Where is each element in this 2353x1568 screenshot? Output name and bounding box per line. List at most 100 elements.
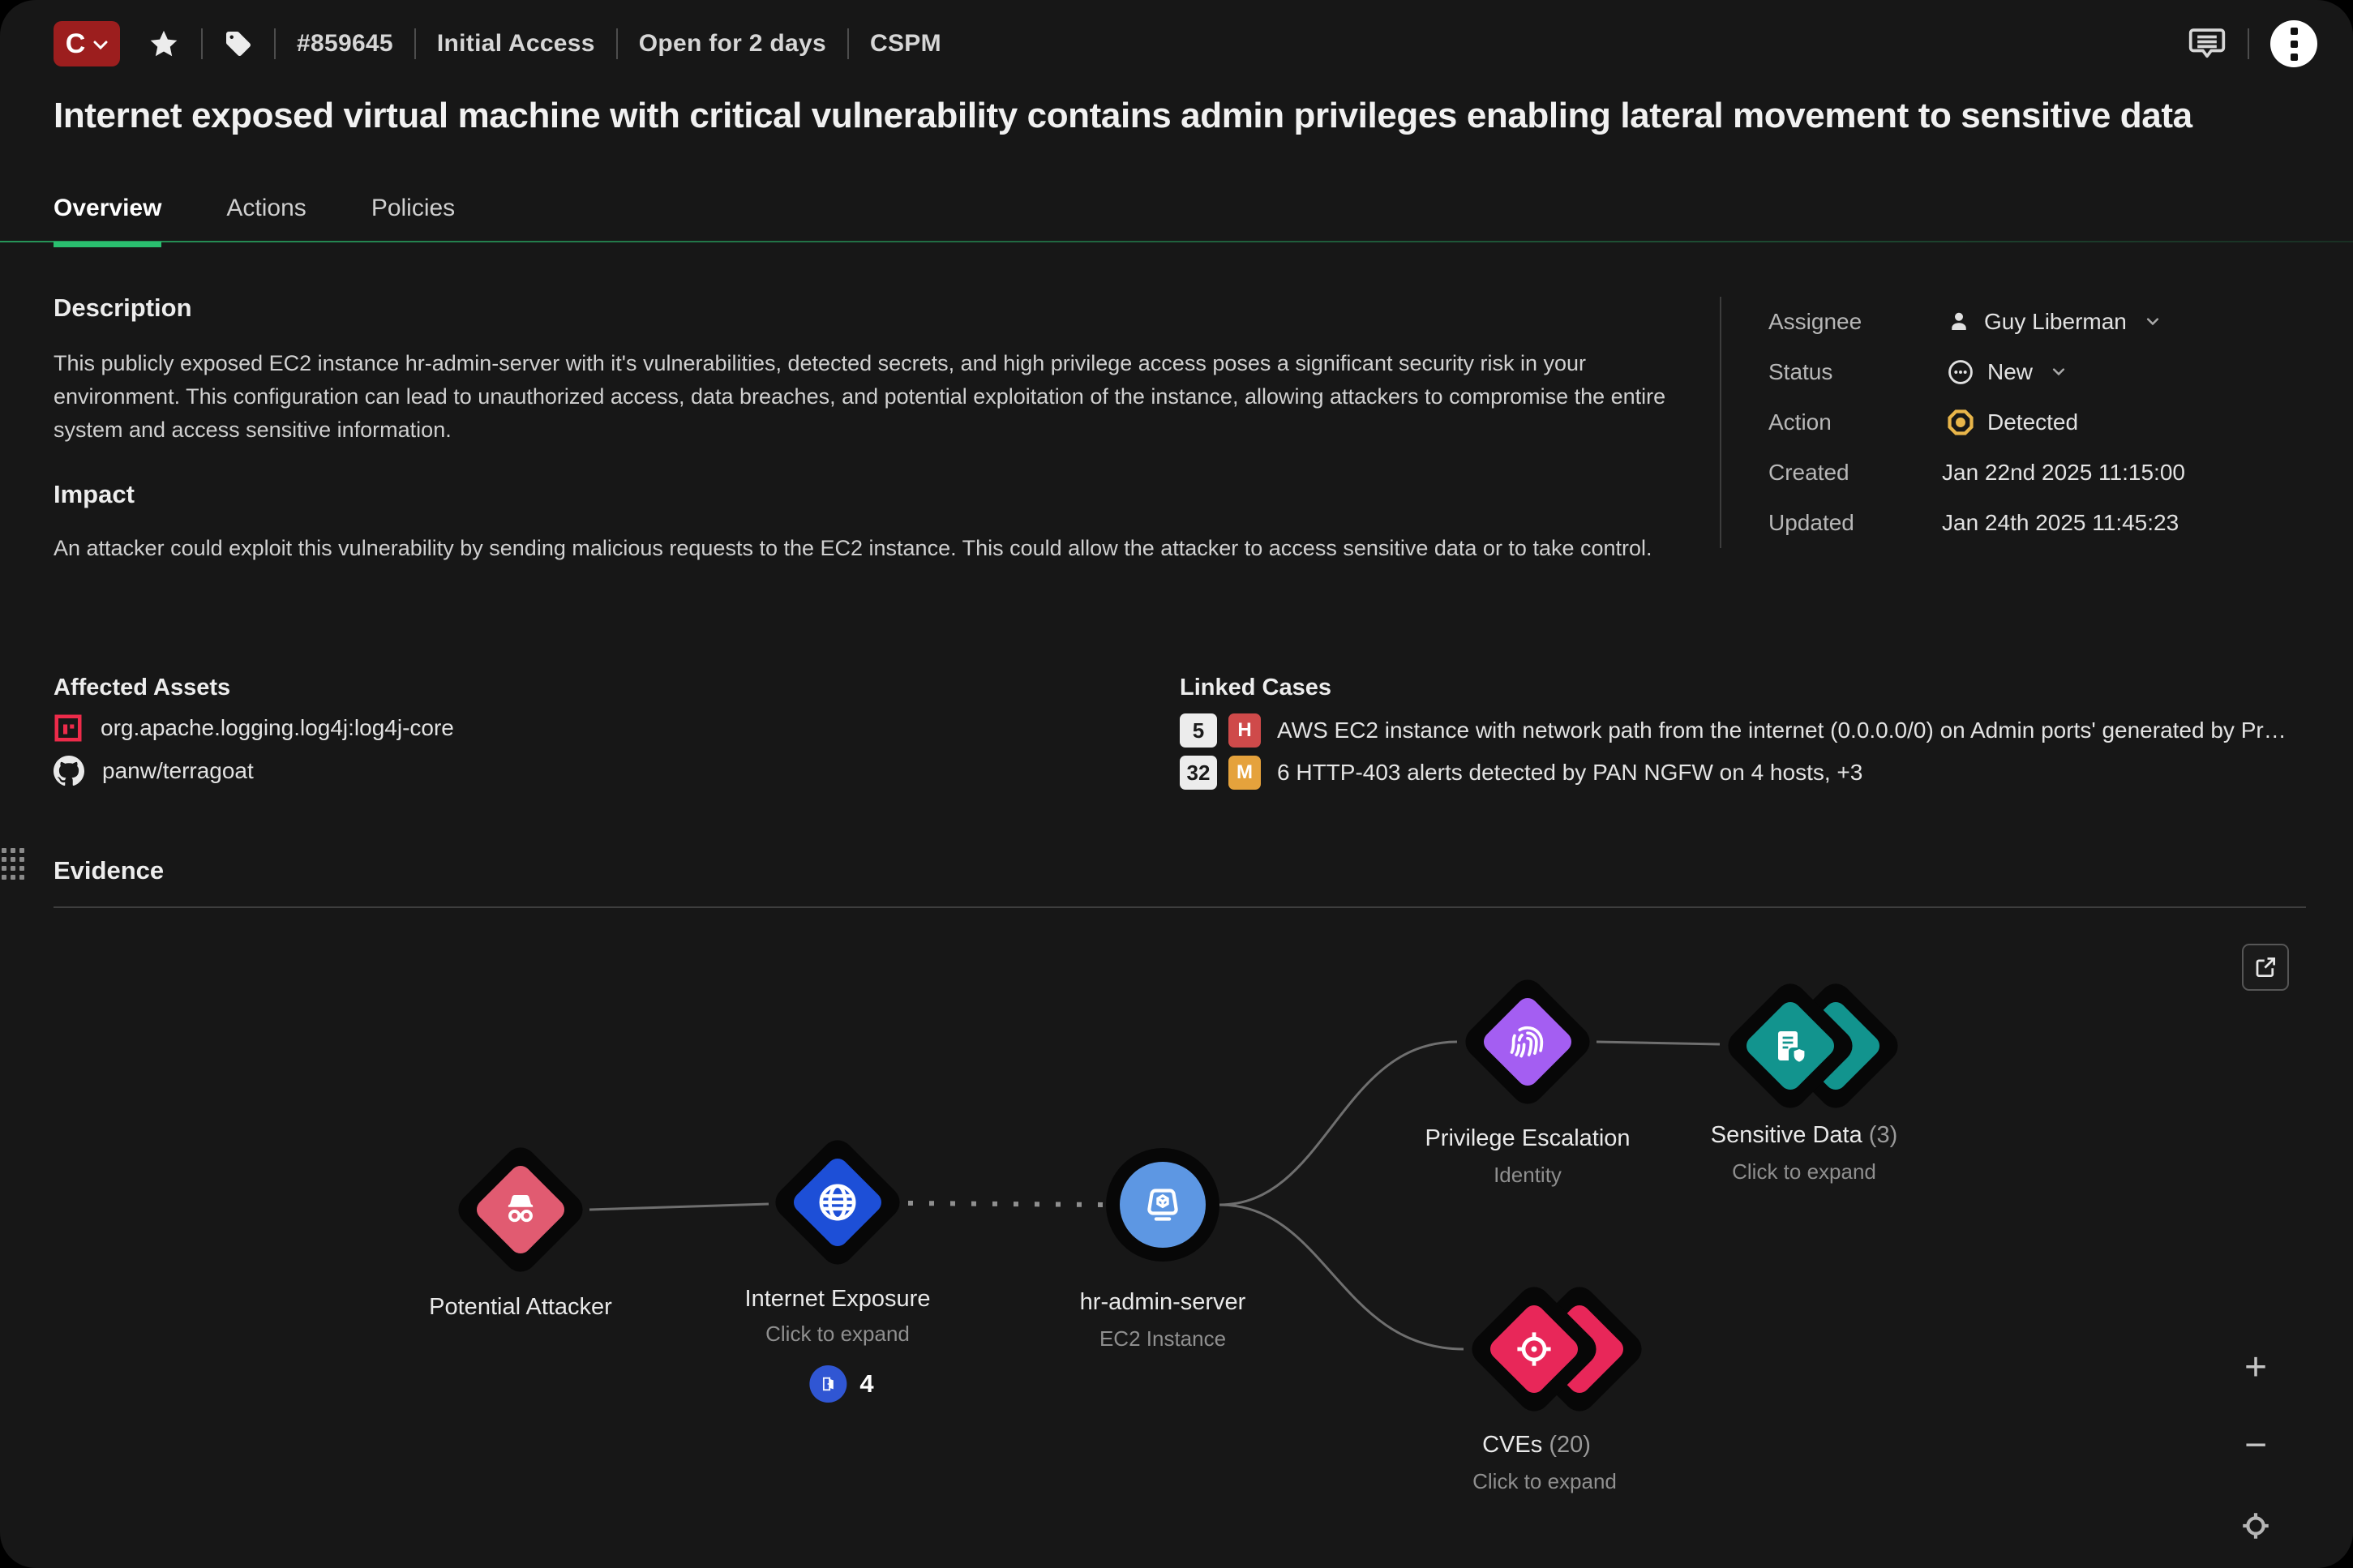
topbar: C #859645 Initial Access Open for 2 days… (54, 18, 941, 70)
topbar-divider (2248, 28, 2249, 59)
chevron-down-icon (2146, 318, 2158, 326)
expand-graph-button[interactable] (2242, 944, 2289, 991)
case-id: #859645 (297, 30, 393, 57)
asset-name: org.apache.logging.log4j:log4j-core (101, 715, 454, 740)
chevron-down-icon (2052, 368, 2065, 376)
action-value-wrap: Detected (1947, 409, 2078, 436)
recenter-button[interactable] (2235, 1505, 2277, 1547)
node-label-sensitive-data: Sensitive Data (3) (1710, 1122, 1898, 1148)
linked-case-row[interactable]: 5 H AWS EC2 instance with network path f… (1180, 713, 2287, 748)
action-value: Detected (1987, 409, 2079, 435)
crosshair-icon (1517, 1332, 1551, 1366)
topbar-divider (615, 28, 618, 59)
case-details-panel: Assignee Guy Liberman Status New Action … (1720, 297, 2320, 548)
node-label-potential-attacker: Potential Attacker (429, 1294, 612, 1320)
updated-label: Updated (1768, 510, 1854, 535)
github-icon (54, 756, 84, 786)
node-sensitive-data[interactable] (1721, 977, 1859, 1115)
node-potential-attacker[interactable] (452, 1141, 589, 1279)
tab-overview[interactable]: Overview (54, 195, 162, 247)
sensitive-data-icon (1778, 1031, 1805, 1062)
severity-high-badge: H (1228, 713, 1261, 748)
asset-row-log4j[interactable]: org.apache.logging.log4j:log4j-core (54, 713, 454, 743)
star-icon[interactable] (148, 28, 180, 59)
page-title: Internet exposed virtual machine with cr… (54, 96, 2192, 135)
linked-cases-heading: Linked Cases (1180, 675, 1331, 700)
node-hr-admin-server[interactable] (1106, 1148, 1219, 1262)
asset-name: panw/terragoat (102, 758, 254, 783)
status-select[interactable]: New (1947, 358, 2065, 386)
node-cves[interactable] (1465, 1280, 1603, 1418)
case-open-duration: Open for 2 days (638, 30, 826, 57)
detected-icon (1948, 409, 1974, 435)
status-label: Status (1768, 359, 1833, 384)
node-sub-hr-admin-server: EC2 Instance (1099, 1326, 1227, 1351)
tab-policies[interactable]: Policies (371, 195, 456, 221)
case-alert-count: 32 (1180, 756, 1217, 790)
topbar-right (2188, 18, 2317, 70)
linked-case-title: AWS EC2 instance with network path from … (1277, 718, 2287, 743)
assignee-select[interactable]: Guy Liberman (1947, 309, 2159, 335)
assignee-value: Guy Liberman (1984, 309, 2127, 334)
node-sub-sensitive-data[interactable]: Click to expand (1732, 1159, 1876, 1184)
severity-letter: C (65, 28, 86, 59)
globe-icon (819, 1184, 856, 1221)
internet-exposure-badge[interactable]: 4 (809, 1365, 874, 1403)
ec2-instance-icon (1147, 1189, 1178, 1221)
node-sub-internet-exposure[interactable]: Click to expand (765, 1322, 910, 1346)
action-label: Action (1768, 409, 1832, 435)
locate-icon (2243, 1513, 2269, 1539)
chevron-down-icon (93, 41, 108, 50)
node-sub-privilege-escalation: Identity (1494, 1163, 1562, 1187)
status-value: New (1987, 359, 2034, 384)
tab-underline (0, 241, 2353, 242)
updated-value: Jan 24th 2025 11:45:23 (1942, 510, 2179, 535)
assignee-label: Assignee (1768, 309, 1862, 334)
tab-actions[interactable]: Actions (226, 195, 306, 221)
comment-icon[interactable] (2188, 26, 2227, 62)
door-icon (809, 1365, 847, 1403)
more-options-button[interactable] (2270, 20, 2317, 67)
node-internet-exposure[interactable] (769, 1133, 906, 1271)
case-source: CSPM (870, 30, 941, 57)
package-icon (54, 714, 82, 742)
evidence-heading: Evidence (54, 856, 165, 885)
severity-badge[interactable]: C (54, 21, 120, 66)
open-external-icon (2256, 958, 2275, 977)
created-value: Jan 22nd 2025 11:15:00 (1942, 460, 2185, 485)
linked-case-title: 6 HTTP-403 alerts detected by PAN NGFW o… (1277, 760, 1863, 785)
user-icon (1952, 312, 1966, 330)
asset-row-terragoat[interactable]: panw/terragoat (54, 756, 254, 786)
linked-case-row[interactable]: 32 M 6 HTTP-403 alerts detected by PAN N… (1180, 756, 1862, 790)
fingerprint-icon (1510, 1026, 1544, 1058)
topbar-divider (274, 28, 276, 59)
internet-exposure-count: 4 (859, 1369, 874, 1398)
impact-body: An attacker could exploit this vulnerabi… (54, 536, 1652, 560)
severity-medium-badge: M (1228, 756, 1261, 790)
affected-assets-heading: Affected Assets (54, 675, 231, 700)
node-label-cves: CVEs (20) (1482, 1432, 1591, 1458)
node-label-hr-admin-server: hr-admin-server (1079, 1289, 1246, 1315)
case-category: Initial Access (436, 30, 595, 57)
description-heading: Description (54, 293, 192, 322)
topbar-divider (414, 28, 416, 59)
node-sub-cves[interactable]: Click to expand (1472, 1469, 1617, 1493)
topbar-divider (201, 28, 203, 59)
tag-icon[interactable] (224, 29, 253, 58)
impact-heading: Impact (54, 480, 135, 508)
node-label-internet-exposure: Internet Exposure (744, 1286, 931, 1312)
evidence-divider (54, 906, 2306, 908)
drag-handle[interactable] (2, 848, 24, 880)
created-label: Created (1768, 460, 1849, 485)
tab-bar: Overview Actions Policies (54, 195, 455, 247)
status-new-icon (1948, 360, 1973, 384)
incognito-icon (508, 1195, 534, 1223)
zoom-out-button[interactable]: − (2244, 1423, 2268, 1467)
topbar-divider (847, 28, 849, 59)
zoom-in-button[interactable]: + (2244, 1345, 2268, 1389)
node-privilege-escalation[interactable] (1459, 973, 1597, 1111)
node-label-privilege-escalation: Privilege Escalation (1425, 1125, 1631, 1151)
case-alert-count: 5 (1180, 713, 1217, 748)
description-body: This publicly exposed EC2 instance hr-ad… (54, 351, 1666, 442)
